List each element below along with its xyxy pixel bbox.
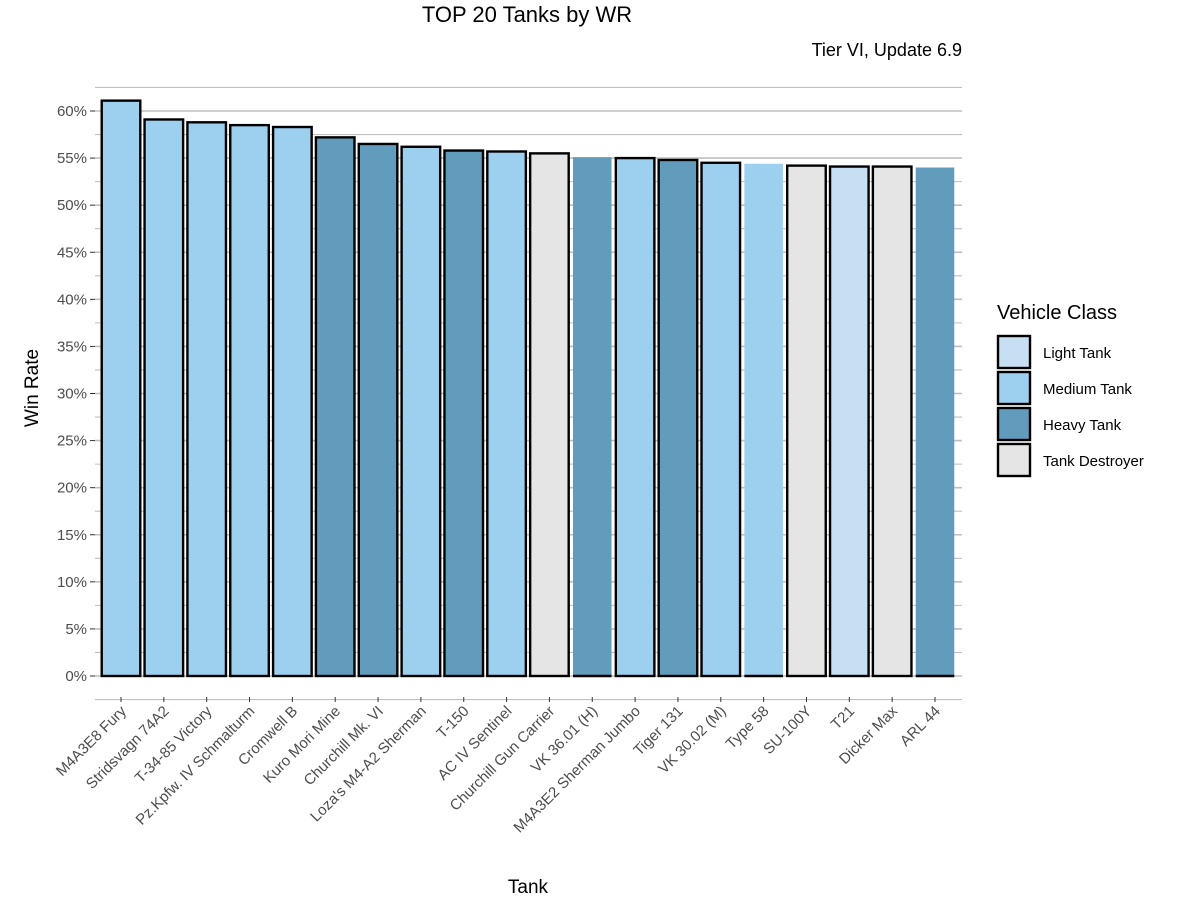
y-tick-label: 0% (65, 668, 87, 685)
bar (528, 152, 570, 678)
bar (915, 167, 955, 676)
y-tick-label: 10% (57, 574, 87, 591)
legend-swatch (996, 334, 1032, 370)
x-axis-title: Tank (508, 877, 549, 898)
legend: Vehicle Class Light Tank Medium Tank Heavy… (996, 302, 1144, 478)
bar (828, 165, 870, 678)
legend-label: Medium Tank (1043, 381, 1132, 398)
y-tick-label: 30% (57, 386, 87, 403)
x-tick-label: T21 (828, 703, 858, 733)
bar (400, 145, 442, 678)
x-tick-label: Kuro Mori Mine (260, 703, 344, 787)
y-tick-label: 20% (57, 480, 87, 497)
legend-label: Light Tank (1043, 345, 1112, 362)
bars (100, 99, 955, 678)
y-tick-label: 40% (57, 291, 87, 308)
bar (785, 164, 827, 678)
y-tick-label: 35% (57, 338, 87, 355)
bar (229, 123, 271, 678)
y-axis: 0% 5% 10% 15% 20% 25% 30% 35% 40% 45% 50% 55% 60% (57, 103, 95, 685)
bar (100, 99, 142, 678)
legend-label: Heavy Tank (1043, 417, 1122, 434)
chart-subtitle: Tier VI, Update 6.9 (812, 40, 962, 60)
bar (357, 142, 399, 678)
bar (443, 149, 485, 678)
x-tick-label: AC IV Sentinel (434, 703, 515, 784)
legend-swatch (996, 406, 1032, 442)
legend-title: Vehicle Class (997, 302, 1117, 324)
legend-swatch (996, 370, 1032, 406)
bar (143, 118, 185, 678)
bar (744, 163, 783, 676)
bar (700, 161, 742, 678)
y-tick-label: 25% (57, 433, 87, 450)
y-tick-label: 60% (57, 103, 87, 120)
x-tick-label: T-150 (433, 703, 472, 742)
bar (572, 157, 612, 676)
bar (486, 150, 528, 678)
bar (657, 158, 699, 678)
bar (871, 165, 913, 678)
bar (271, 125, 313, 678)
bar (186, 121, 228, 678)
legend-label: Tank Destroyer (1043, 453, 1144, 470)
x-tick-label: ARL 44 (897, 703, 944, 750)
legend-item: Heavy Tank (996, 406, 1122, 442)
y-tick-label: 45% (57, 244, 87, 261)
y-tick-label: 55% (57, 150, 87, 167)
bar (614, 156, 656, 678)
chart-title: TOP 20 Tanks by WR (422, 2, 632, 27)
y-tick-label: 5% (65, 621, 87, 638)
y-tick-label: 15% (57, 527, 87, 544)
y-tick-label: 50% (57, 197, 87, 214)
legend-item: Tank Destroyer (996, 442, 1144, 478)
legend-items: Light Tank Medium Tank Heavy Tank Tank Dest… (996, 334, 1144, 478)
bar (314, 136, 356, 678)
legend-swatch (996, 442, 1032, 478)
legend-item: Medium Tank (996, 370, 1132, 406)
legend-item: Light Tank (996, 334, 1112, 370)
y-axis-title: Win Rate (22, 349, 43, 427)
